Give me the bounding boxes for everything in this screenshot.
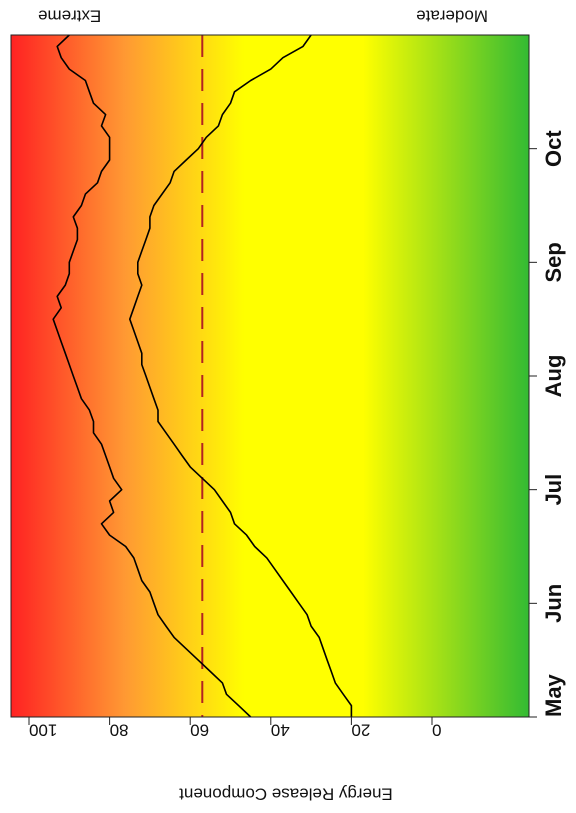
x-tick-label: Oct [541,130,566,167]
y-tick-label: 0 [432,721,441,740]
x-tick-label: Aug [541,355,566,398]
zone-label-low: Moderate [416,7,488,26]
y-axis-title: Energy Release Component [179,785,393,804]
series-line-2 [129,34,353,717]
zone-label-high: Extreme [38,7,101,26]
chart-axes: 0 20 40 60 80 100 May Jun Jul Aug Sep Oct [11,35,566,740]
x-tick-label: May [541,673,566,717]
chart-marks [52,34,353,718]
y-tick-label: 20 [351,721,370,740]
y-tick-label: 100 [29,721,57,740]
x-tick-label: Jul [541,474,566,506]
y-tick-label: 80 [110,721,129,740]
y-tick-label: 40 [271,721,290,740]
series-line-1 [52,34,252,718]
y-tick-label: 60 [190,721,209,740]
x-tick-label: Sep [541,242,566,282]
plot-background [11,35,529,717]
x-tick-label: Jun [541,584,566,623]
